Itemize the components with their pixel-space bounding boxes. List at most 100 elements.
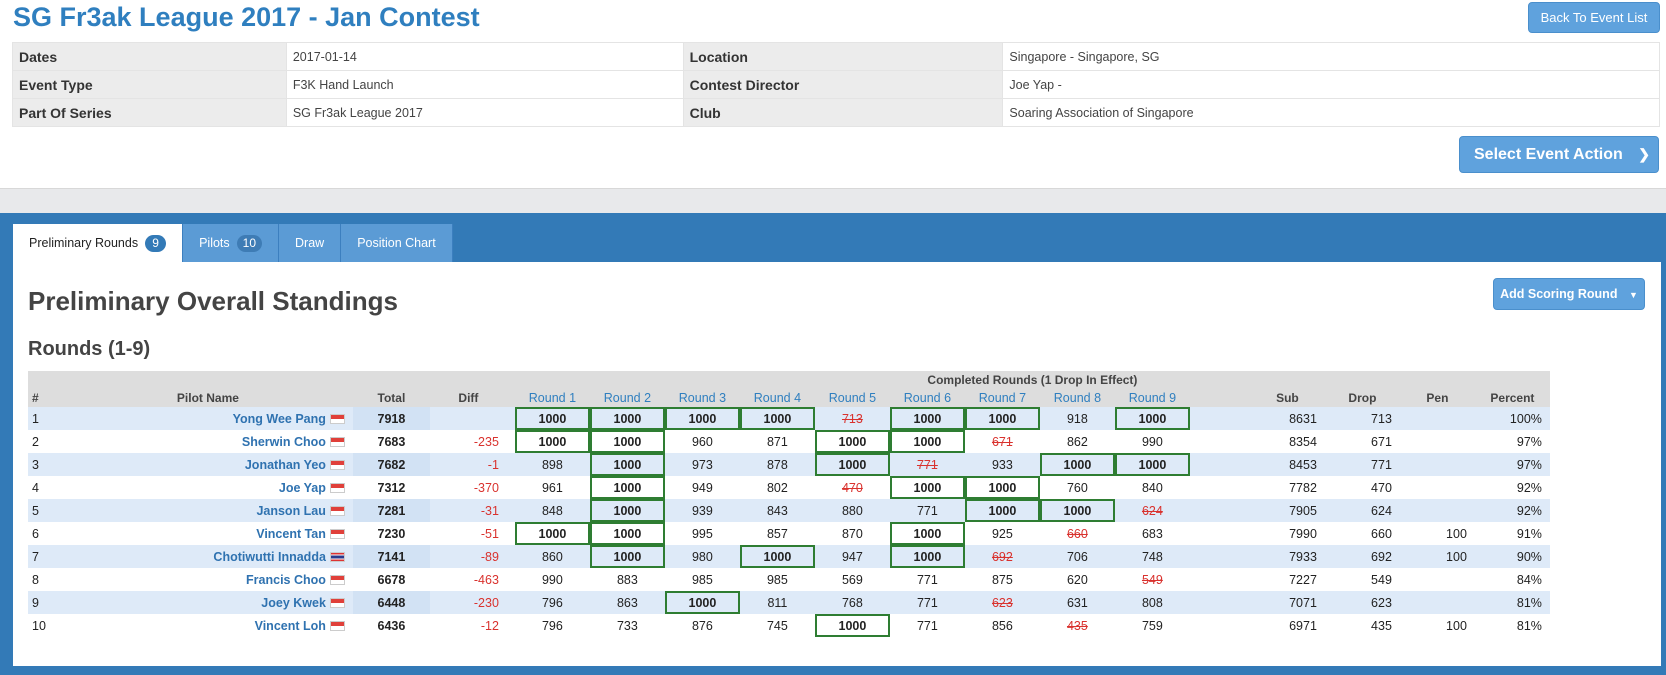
pilot-name: Francis Choo	[246, 572, 326, 587]
round-score-cell: 748	[1114, 545, 1190, 568]
round-score-cell: 863	[589, 591, 665, 614]
blank-cell	[506, 522, 515, 545]
round-score-cell: 808	[1114, 591, 1190, 614]
select-event-action-button[interactable]: Select Event Action ❯	[1459, 136, 1659, 173]
blank-cell	[506, 407, 515, 430]
pen-cell	[1399, 407, 1475, 430]
sub-cell: 8631	[1249, 407, 1325, 430]
info-label: Dates	[12, 42, 287, 71]
round-score-cell: 871	[739, 430, 815, 453]
event-info-table: Dates 2017-01-14 Location Singapore - Singa…	[12, 42, 1660, 127]
round-score-cell: 985	[739, 568, 815, 591]
count-badge: 10	[236, 234, 263, 252]
table-row: 5 Janson Lau 7281 -31 848 1000 939 843 880 771 100…	[28, 499, 1550, 522]
round-score-cell: 1000	[1114, 453, 1190, 476]
round-score-cell: 1000	[814, 453, 890, 476]
dropped-score: 660	[1066, 526, 1088, 541]
standings-title: Preliminary Overall Standings	[28, 286, 398, 316]
info-value: SG Fr3ak League 2017	[285, 98, 684, 127]
tab-label: Draw	[295, 236, 325, 250]
tab-preliminary-rounds[interactable]: Preliminary Rounds 9	[13, 224, 184, 262]
tab-draw[interactable]: Draw	[279, 224, 342, 262]
round-header-link[interactable]: Round 1	[514, 389, 590, 407]
info-value: Joe Yap -	[1002, 70, 1660, 99]
round-score-cell: 1000	[589, 545, 665, 568]
header-spacer	[28, 371, 515, 389]
drop-cell: 624	[1324, 499, 1400, 522]
tab-pilots[interactable]: Pilots 10	[183, 224, 280, 262]
blank-cell	[1189, 499, 1250, 522]
add-scoring-round-label: Add Scoring Round	[1500, 287, 1618, 301]
blank-cell	[506, 476, 515, 499]
round-score-cell: 1000	[964, 499, 1040, 522]
total-cell: 6436	[352, 614, 430, 637]
blank-cell	[49, 545, 63, 568]
dropped-score-cell: 470	[814, 476, 890, 499]
tab-bar: Preliminary Rounds 9 Pilots 10 Draw Position …	[13, 224, 453, 262]
info-value: Soaring Association of Singapore	[1002, 98, 1660, 127]
back-to-event-list-button[interactable]: Back To Event List	[1528, 2, 1660, 33]
sub-cell: 7905	[1249, 499, 1325, 522]
round-score-cell: 1000	[1039, 499, 1115, 522]
tab-position-chart[interactable]: Position Chart	[341, 224, 453, 262]
round-header-link[interactable]: Round 6	[889, 389, 965, 407]
diff-cell: -12	[429, 614, 507, 637]
round-score-cell: 857	[739, 522, 815, 545]
blank-cell	[1189, 407, 1250, 430]
pilot-name-link[interactable]: Sherwin Choo	[62, 430, 353, 453]
total-cell: 7230	[352, 522, 430, 545]
pilot-name-link[interactable]: Francis Choo	[62, 568, 353, 591]
pilot-name-link[interactable]: Janson Lau	[62, 499, 353, 522]
round-score-cell: 796	[514, 591, 590, 614]
percent-cell: 92%	[1474, 476, 1550, 499]
table-row: 1 Yong Wee Pang 7918 1000 1000 1000 1000 713 100…	[28, 407, 1550, 430]
round-header-link[interactable]: Round 2	[589, 389, 665, 407]
percent-cell: 97%	[1474, 453, 1550, 476]
round-header-link[interactable]: Round 3	[664, 389, 740, 407]
tab-label: Position Chart	[357, 236, 436, 250]
round-score-cell: 1000	[1114, 407, 1190, 430]
singapore-flag-icon	[329, 620, 345, 631]
rank-cell: 6	[28, 522, 50, 545]
add-scoring-round-button[interactable]: Add Scoring Round ▼	[1493, 278, 1645, 310]
blank-cell	[1189, 568, 1250, 591]
round-header-link[interactable]: Round 9	[1114, 389, 1190, 407]
round-header-link[interactable]: Round 7	[964, 389, 1040, 407]
dropped-score-cell: 435	[1039, 614, 1115, 637]
pilot-name: Janson Lau	[256, 503, 326, 518]
pilot-name-link[interactable]: Jonathan Yeo	[62, 453, 353, 476]
col-header-total: Total	[352, 389, 430, 407]
pen-cell	[1399, 453, 1475, 476]
round-score-cell: 1000	[889, 476, 965, 499]
blank-cell	[49, 522, 63, 545]
pilot-name-link[interactable]: Yong Wee Pang	[62, 407, 353, 430]
pilot-name-link[interactable]: Chotiwutti Innadda	[62, 545, 353, 568]
round-score-cell: 1000	[589, 407, 665, 430]
pilot-name-link[interactable]: Joe Yap	[62, 476, 353, 499]
round-header-link[interactable]: Round 8	[1039, 389, 1115, 407]
pen-cell	[1399, 430, 1475, 453]
event-info-row: Dates 2017-01-14 Location Singapore - Singa…	[12, 42, 1660, 71]
total-cell: 6678	[352, 568, 430, 591]
blank-cell	[1189, 476, 1250, 499]
round-score-cell: 1000	[889, 522, 965, 545]
round-header-link[interactable]: Round 4	[739, 389, 815, 407]
round-score-cell: 898	[514, 453, 590, 476]
round-header-link[interactable]: Round 5	[814, 389, 890, 407]
pilot-name-link[interactable]: Vincent Tan	[62, 522, 353, 545]
table-row: 8 Francis Choo 6678 -463 990 883 985 985 569 771 8…	[28, 568, 1550, 591]
pilot-name: Chotiwutti Innadda	[213, 549, 326, 564]
dropped-score: 435	[1066, 618, 1088, 633]
dropped-score: 771	[916, 457, 938, 472]
round-score-cell: 1000	[889, 545, 965, 568]
pilot-name-link[interactable]: Vincent Loh	[62, 614, 353, 637]
pilot-name-link[interactable]: Joey Kwek	[62, 591, 353, 614]
round-score-cell: 811	[739, 591, 815, 614]
singapore-flag-icon	[329, 459, 345, 470]
drop-cell: 623	[1324, 591, 1400, 614]
percent-cell: 90%	[1474, 545, 1550, 568]
info-label: Contest Director	[682, 70, 1004, 99]
round-score-cell: 631	[1039, 591, 1115, 614]
round-score-cell: 569	[814, 568, 890, 591]
blank-cell	[506, 568, 515, 591]
